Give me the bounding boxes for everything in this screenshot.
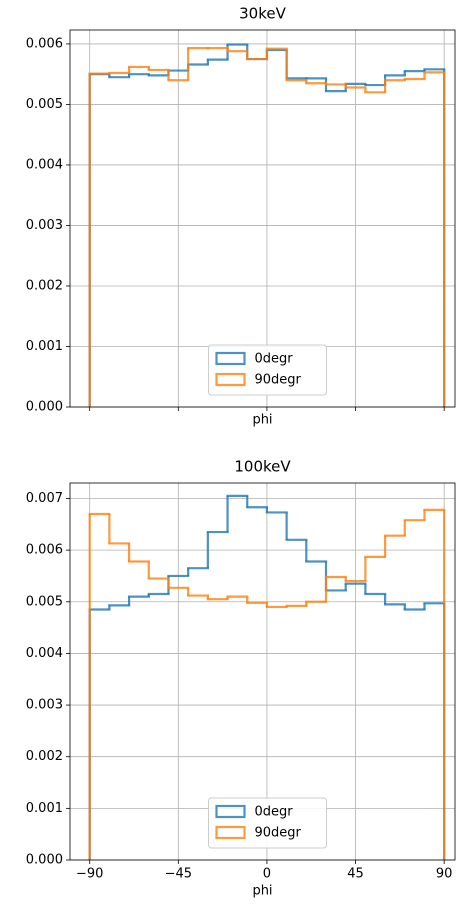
x-tick-label: 90 (436, 867, 453, 882)
x-tick-label: −90 (76, 867, 103, 882)
legend-label: 0degr (255, 352, 294, 367)
legend-label: 0degr (255, 805, 294, 820)
y-tick-label: 0.001 (26, 801, 63, 816)
y-tick-label: 0.005 (26, 594, 63, 609)
legend-label: 90degr (255, 826, 302, 841)
y-tick-label: 0.003 (26, 218, 63, 233)
y-tick-label: 0.006 (26, 543, 63, 558)
plot-frame (69, 482, 456, 861)
legend-box (208, 344, 327, 396)
chart-title: 30keV (239, 5, 286, 23)
y-tick-label: 0.007 (26, 491, 63, 506)
y-tick-label: 0.006 (26, 36, 63, 51)
legend-box (208, 797, 327, 849)
y-tick-label: 0.003 (26, 698, 63, 713)
legend-swatch (215, 825, 246, 840)
chart-title: 100keV (234, 458, 291, 476)
x-axis-label: phi (252, 413, 272, 428)
legend-swatch (215, 372, 246, 387)
y-tick-label: 0.002 (26, 278, 63, 293)
legend-swatch (215, 804, 246, 819)
x-tick-label: 45 (347, 867, 364, 882)
y-tick-label: 0.004 (26, 157, 63, 172)
legend-swatch (215, 351, 246, 366)
plot-frame (69, 29, 456, 408)
y-tick-label: 0.000 (26, 400, 63, 415)
y-tick-label: 0.004 (26, 646, 63, 661)
y-tick-label: 0.001 (26, 339, 63, 354)
y-tick-label: 0.002 (26, 749, 63, 764)
y-tick-label: 0.000 (26, 853, 63, 868)
y-tick-label: 0.005 (26, 97, 63, 112)
x-tick-label: −45 (165, 867, 192, 882)
legend-label: 90degr (255, 373, 302, 388)
x-axis-label: phi (252, 884, 272, 899)
x-tick-label: 0 (263, 867, 271, 882)
